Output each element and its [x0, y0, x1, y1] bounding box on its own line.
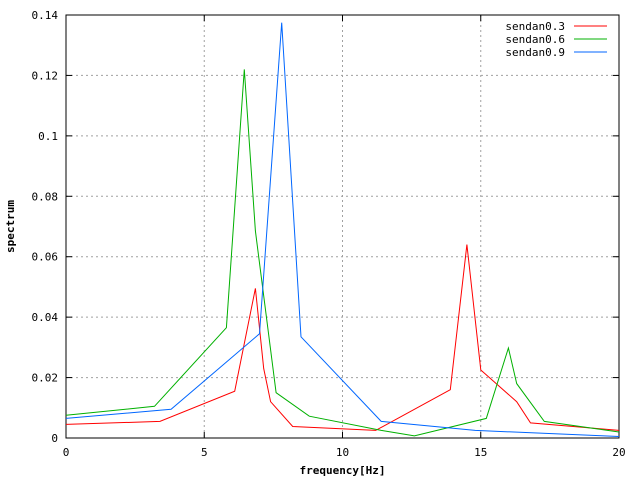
y-tick-label: 0.02 — [32, 372, 59, 385]
y-tick-label: 0.1 — [38, 130, 58, 143]
y-tick-label: 0.08 — [32, 190, 59, 203]
x-tick-label: 15 — [474, 446, 487, 459]
series-line-sendan0.3 — [65, 244, 620, 431]
legend-label: sendan0.3 — [505, 20, 565, 33]
x-axis-label: frequency[Hz] — [299, 464, 385, 477]
legend-label: sendan0.6 — [505, 33, 565, 46]
series-lines — [65, 22, 620, 437]
y-axis-label: spectrum — [4, 200, 17, 253]
y-tick-label: 0.06 — [32, 251, 59, 264]
series-line-sendan0.9 — [65, 22, 620, 437]
x-tick-label: 10 — [336, 446, 349, 459]
x-tick-label: 5 — [201, 446, 208, 459]
y-tick-label: 0 — [51, 432, 58, 445]
x-tick-label: 20 — [612, 446, 625, 459]
axis-ticks: 0 5 10 15 20 0 0.02 0.04 0.06 0.08 0.1 0.12 0.14 — [32, 9, 626, 459]
series-line-sendan0.6 — [65, 69, 620, 437]
y-tick-label: 0.12 — [32, 69, 59, 82]
y-tick-label: 0.04 — [32, 311, 59, 324]
x-tick-label: 0 — [63, 446, 70, 459]
y-tick-label: 0.14 — [32, 9, 59, 22]
legend-label: sendan0.9 — [505, 46, 565, 59]
grid — [66, 15, 619, 438]
